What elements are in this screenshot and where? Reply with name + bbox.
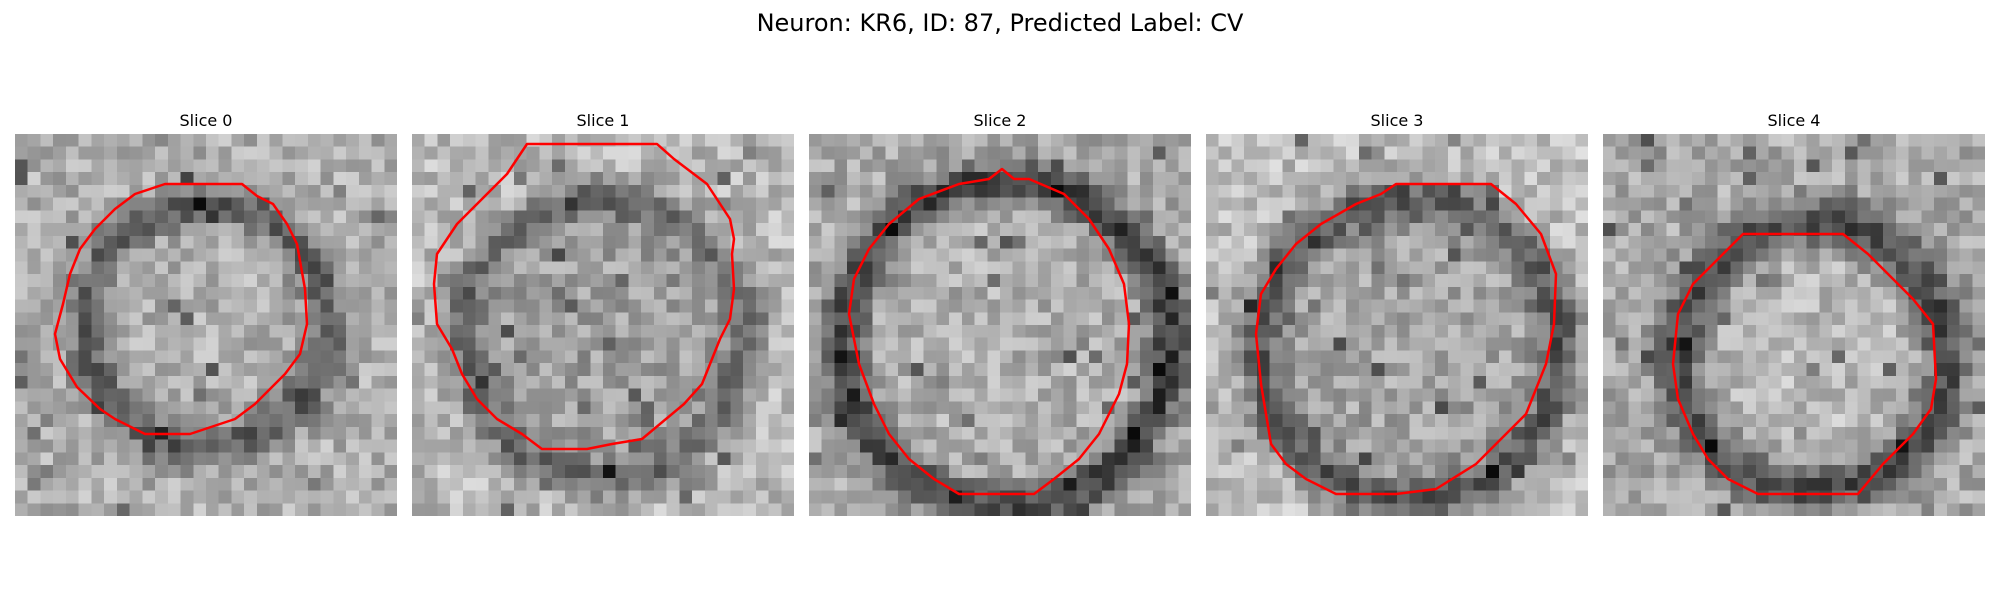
slice-panel-3: Slice 3 xyxy=(1206,108,1588,516)
grayscale-patch xyxy=(412,134,794,516)
slice-panel-1: Slice 1 xyxy=(412,108,794,516)
grayscale-patch xyxy=(1603,134,1985,516)
grayscale-patch xyxy=(809,134,1191,516)
contour-overlay xyxy=(432,142,736,451)
slice-image xyxy=(412,134,794,516)
slice-title: Slice 2 xyxy=(973,111,1027,130)
slice-image xyxy=(1603,134,1985,516)
contour-overlay xyxy=(53,182,309,436)
slice-image xyxy=(15,134,397,516)
slice-panel-4: Slice 4 xyxy=(1603,108,1985,516)
slice-title: Slice 4 xyxy=(1767,111,1821,130)
grayscale-patch xyxy=(15,134,397,516)
slice-image xyxy=(1206,134,1588,516)
figure-title: Neuron: KR6, ID: 87, Predicted Label: CV xyxy=(756,9,1244,37)
slice-title: Slice 3 xyxy=(1370,111,1424,130)
red-contour xyxy=(53,182,309,436)
red-contour xyxy=(1671,232,1938,496)
grayscale-patch xyxy=(1206,134,1588,516)
slice-panel-2: Slice 2 xyxy=(809,108,1191,516)
red-contour xyxy=(432,142,736,451)
contour-overlay xyxy=(1671,232,1938,496)
slice-image xyxy=(809,134,1191,516)
contour-overlay xyxy=(847,167,1131,496)
contour-overlay xyxy=(1254,182,1558,496)
red-contour xyxy=(847,167,1131,496)
red-contour xyxy=(1254,182,1558,496)
slice-panel-0: Slice 0 xyxy=(15,108,397,516)
slice-title: Slice 0 xyxy=(179,111,233,130)
slice-title: Slice 1 xyxy=(576,111,630,130)
